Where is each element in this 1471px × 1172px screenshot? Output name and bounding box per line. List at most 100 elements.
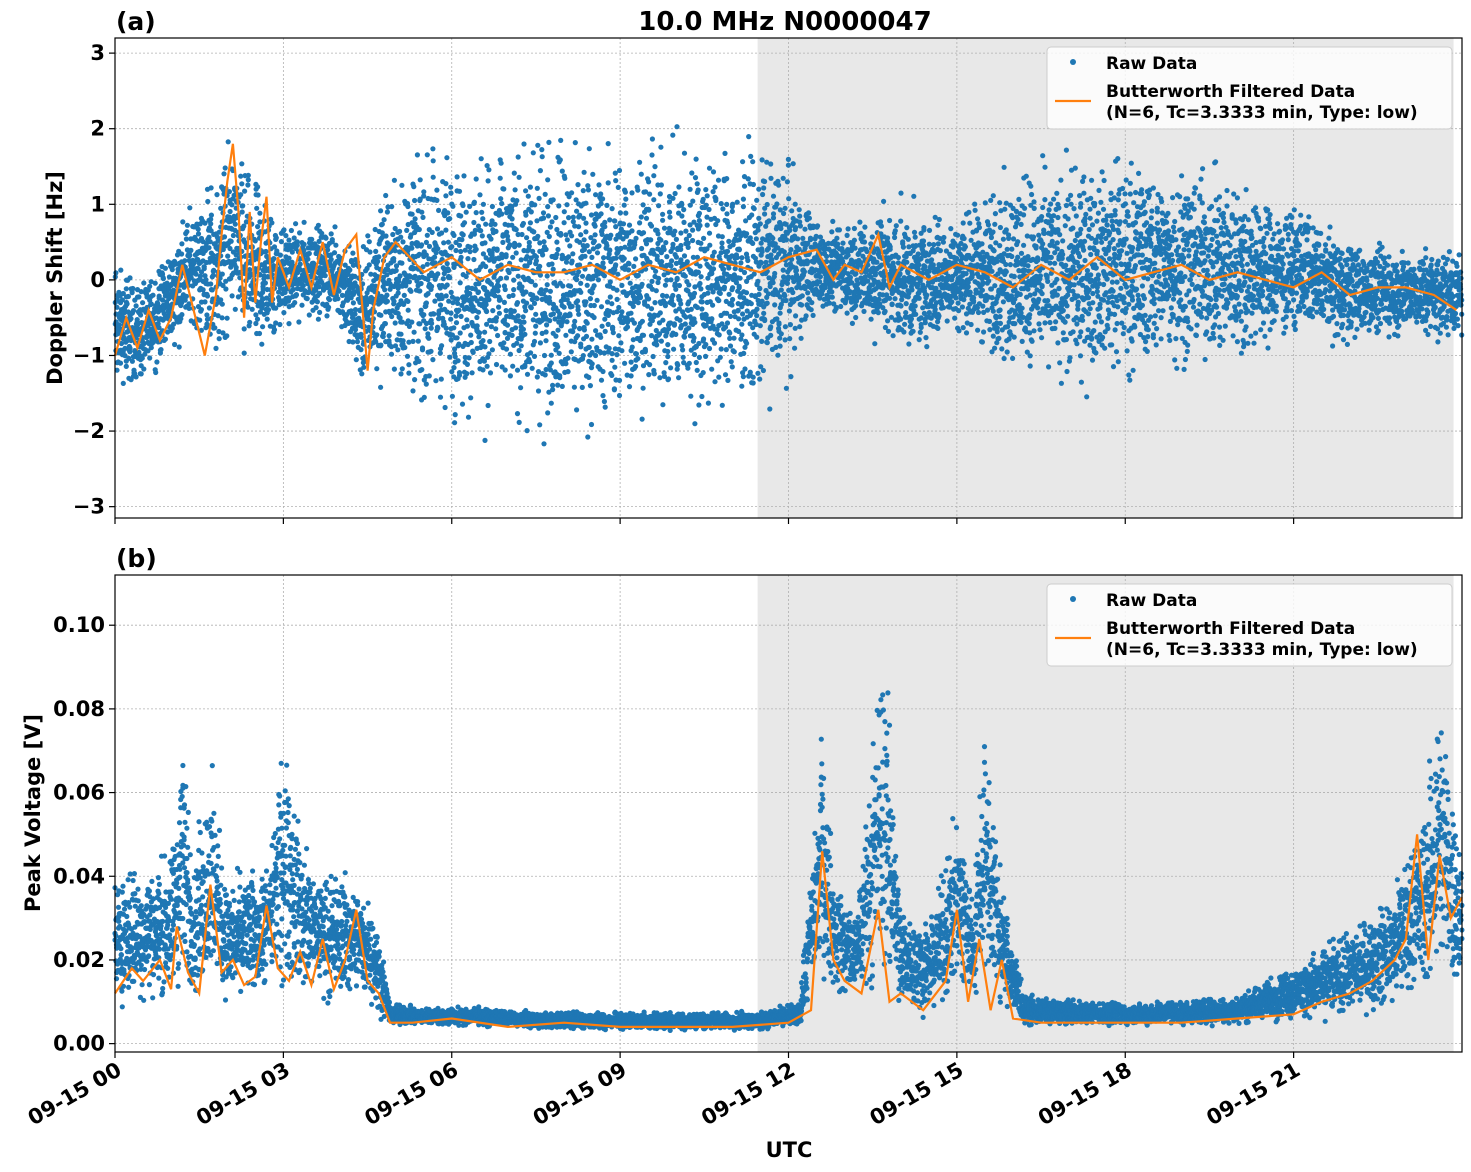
raw-data-point xyxy=(694,304,701,311)
raw-data-point xyxy=(750,374,756,380)
raw-data-point xyxy=(306,250,312,257)
raw-data-point xyxy=(423,381,429,387)
raw-data-point xyxy=(585,187,592,193)
raw-data-point xyxy=(464,361,470,367)
raw-data-point xyxy=(662,282,669,288)
raw-data-point xyxy=(532,330,538,336)
raw-data-point xyxy=(416,226,422,233)
raw-data-point xyxy=(693,156,699,162)
raw-data-point xyxy=(598,304,605,310)
raw-data-point xyxy=(664,254,670,260)
raw-data-point xyxy=(761,185,767,191)
raw-data-point xyxy=(697,263,703,269)
raw-data-point xyxy=(706,230,713,236)
raw-data-point xyxy=(695,269,702,275)
raw-data-point xyxy=(510,254,516,260)
raw-data-point xyxy=(797,223,804,229)
raw-data-point xyxy=(390,231,396,238)
raw-data-point xyxy=(415,338,421,344)
raw-data-point xyxy=(569,303,575,309)
raw-data-point xyxy=(857,219,863,225)
raw-data-point xyxy=(590,171,596,177)
raw-data-point xyxy=(127,275,133,281)
raw-data-point xyxy=(770,235,776,241)
raw-data-point xyxy=(680,354,686,360)
raw-data-point xyxy=(908,322,915,328)
raw-data-point xyxy=(537,168,544,174)
raw-data-point xyxy=(653,268,659,274)
raw-data-point xyxy=(922,320,928,326)
raw-data-point xyxy=(635,272,641,278)
raw-data-point xyxy=(602,404,608,410)
raw-data-point xyxy=(678,242,684,249)
raw-data-point xyxy=(738,260,744,266)
raw-data-point xyxy=(661,225,668,231)
raw-data-point xyxy=(496,283,502,289)
raw-data-point xyxy=(637,294,644,300)
raw-data-point xyxy=(957,246,963,252)
raw-data-point xyxy=(691,290,698,296)
raw-data-point xyxy=(574,277,580,283)
raw-data-point xyxy=(525,193,531,199)
raw-data-point xyxy=(582,253,588,259)
raw-data-point xyxy=(183,236,189,242)
raw-data-point xyxy=(878,223,885,229)
raw-data-point xyxy=(615,271,621,277)
raw-data-point xyxy=(179,251,185,257)
raw-data-point xyxy=(694,181,700,187)
raw-data-point xyxy=(910,328,916,334)
raw-data-point xyxy=(428,348,434,354)
raw-data-point xyxy=(523,212,529,218)
raw-data-point xyxy=(764,201,770,208)
raw-data-point xyxy=(711,340,718,346)
raw-data-point xyxy=(456,242,463,248)
raw-data-point xyxy=(140,300,146,306)
raw-data-point xyxy=(606,345,612,351)
raw-data-point xyxy=(353,357,359,363)
raw-data-point xyxy=(564,237,570,243)
raw-data-point xyxy=(782,337,788,343)
raw-data-point xyxy=(420,214,426,220)
raw-data-point xyxy=(681,207,687,213)
raw-data-point xyxy=(421,394,427,400)
raw-data-point xyxy=(631,320,638,326)
raw-data-point xyxy=(890,333,896,339)
raw-data-point xyxy=(719,402,725,408)
raw-data-point xyxy=(560,283,566,289)
raw-data-point xyxy=(315,316,321,322)
raw-data-point xyxy=(614,296,620,302)
raw-data-point xyxy=(847,274,854,280)
raw-data-point xyxy=(127,349,133,355)
raw-data-point xyxy=(179,300,185,306)
raw-data-point xyxy=(915,251,921,257)
raw-data-point xyxy=(643,215,650,221)
raw-data-point xyxy=(898,218,904,224)
raw-data-point xyxy=(786,308,793,314)
raw-data-point xyxy=(229,202,235,208)
raw-data-point xyxy=(726,291,732,297)
raw-data-point xyxy=(214,192,220,198)
raw-data-point xyxy=(213,345,219,351)
raw-data-point xyxy=(150,292,156,298)
raw-data-point xyxy=(397,273,403,279)
raw-data-point xyxy=(670,241,676,247)
raw-data-point xyxy=(547,288,554,294)
raw-data-point xyxy=(712,379,718,385)
raw-data-point xyxy=(528,305,534,311)
raw-data-point xyxy=(532,282,538,288)
raw-data-point xyxy=(506,269,512,276)
raw-data-point xyxy=(904,225,910,231)
raw-data-point xyxy=(663,240,669,246)
raw-data-point xyxy=(568,349,574,355)
raw-data-point xyxy=(378,208,384,214)
raw-data-point xyxy=(665,342,671,348)
raw-data-point xyxy=(852,245,858,251)
raw-data-point xyxy=(361,364,367,370)
raw-data-point xyxy=(767,406,773,412)
raw-data-point xyxy=(935,325,941,331)
raw-data-point xyxy=(579,384,585,390)
raw-data-point xyxy=(613,178,619,184)
raw-data-point xyxy=(208,221,214,227)
raw-data-point xyxy=(716,374,722,380)
raw-data-point xyxy=(245,177,251,183)
